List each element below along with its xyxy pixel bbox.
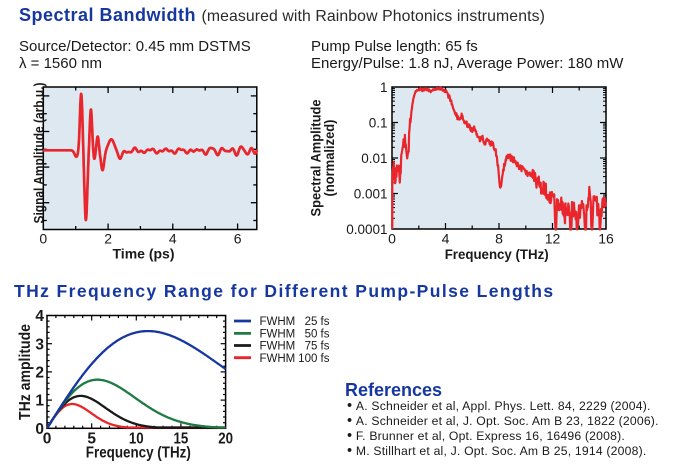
svg-text:FWHM: FWHM [260,316,296,328]
svg-text:3: 3 [35,336,44,353]
svg-text:0: 0 [43,431,52,448]
svg-text:0.001: 0.001 [354,187,388,202]
svg-text:75 fs: 75 fs [305,341,330,353]
svg-text:4: 4 [442,231,450,247]
svg-text:100 fs: 100 fs [298,353,330,365]
svg-text:10: 10 [129,431,144,448]
svg-text:Time (ps): Time (ps) [113,246,175,262]
svg-text:(normalized): (normalized) [321,120,337,197]
svg-text:15: 15 [174,431,189,448]
svg-text:2: 2 [104,231,112,247]
svg-text:FWHM: FWHM [260,353,296,365]
svg-text:Spectral Amplitude: Spectral Amplitude [308,99,324,216]
svg-text:6: 6 [234,231,242,247]
svg-text:0.0001: 0.0001 [346,222,387,237]
svg-text:1: 1 [35,393,44,410]
svg-text:0: 0 [35,421,44,438]
svg-text:12: 12 [545,231,561,247]
svg-text:20: 20 [218,431,233,448]
svg-text:4: 4 [169,231,177,247]
svg-text:0.01: 0.01 [361,151,387,166]
svg-text:THz amplitude: THz amplitude [17,324,34,420]
svg-text:50 fs: 50 fs [305,329,330,341]
svg-text:0: 0 [388,231,396,247]
svg-text:FWHM: FWHM [260,341,296,353]
svg-text:0: 0 [39,231,47,247]
svg-text:4: 4 [35,308,44,325]
svg-text:Frequency (THz): Frequency (THz) [86,444,191,461]
svg-text:5: 5 [87,431,96,448]
svg-text:2: 2 [35,365,44,382]
svg-text:Frequency (THz): Frequency (THz) [445,246,549,262]
svg-text:25 fs: 25 fs [305,316,330,328]
svg-text:FWHM: FWHM [260,329,296,341]
svg-text:8: 8 [495,231,503,247]
svg-text:16: 16 [598,231,614,247]
svg-text:1: 1 [380,80,388,95]
svg-text:0.1: 0.1 [369,116,388,131]
svg-text:Signal Amplitude (arb.u.): Signal Amplitude (arb.u.) [31,83,47,224]
